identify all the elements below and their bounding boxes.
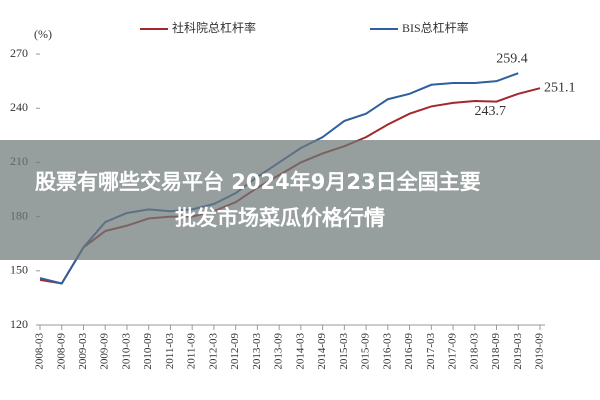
y-tick-label: 240: [10, 100, 28, 114]
x-tick-label: 2015-03: [338, 333, 350, 370]
x-tick-label: 2016-03: [381, 333, 393, 370]
x-tick-label: 2011-09: [186, 333, 198, 370]
x-tick-label: 2008-09: [55, 333, 67, 370]
y-tick-label: 150: [10, 263, 28, 277]
x-tick-label: 2011-03: [164, 333, 176, 370]
x-tick-label: 2010-09: [142, 333, 154, 370]
x-tick-label: 2018-03: [468, 333, 480, 370]
y-tick-label: 270: [10, 46, 28, 60]
x-tick-label: 2017-09: [447, 333, 459, 370]
x-tick-label: 2013-09: [273, 333, 285, 370]
x-tick-label: 2012-09: [229, 333, 241, 370]
x-tick-label: 2018-09: [490, 333, 502, 370]
banner-text: 批发市场菜瓜价格行情: [175, 206, 385, 230]
x-tick-label: 2014-03: [294, 333, 306, 370]
x-tick-label: 2014-09: [316, 333, 328, 370]
x-tick-label: 2015-09: [360, 333, 372, 370]
x-tick-label: 2016-09: [403, 333, 415, 370]
data-label: 259.4: [496, 51, 528, 66]
x-tick-label: 2008-03: [34, 333, 46, 370]
data-label: 243.7: [475, 104, 507, 119]
x-tick-label: 2009-09: [99, 333, 111, 370]
data-label: 251.1: [544, 80, 576, 95]
legend-label: BIS总杠杆率: [402, 20, 469, 35]
x-tick-label: 2012-03: [207, 333, 219, 370]
y-tick-label: 120: [10, 317, 28, 331]
x-tick-label: 2009-03: [77, 333, 89, 370]
legend-label: 社科院总杠杆率: [172, 20, 256, 35]
y-axis-label: (%): [34, 27, 52, 41]
x-tick-label: 2019-03: [512, 333, 524, 370]
x-tick-label: 2019-09: [534, 333, 546, 370]
x-tick-label: 2017-03: [425, 333, 437, 370]
x-tick-label: 2010-03: [120, 333, 132, 370]
x-tick-label: 2013-03: [251, 333, 263, 370]
banner-text: 股票有哪些交易平台 2024年9月23日全国主要: [35, 170, 481, 194]
banner: [0, 140, 600, 260]
